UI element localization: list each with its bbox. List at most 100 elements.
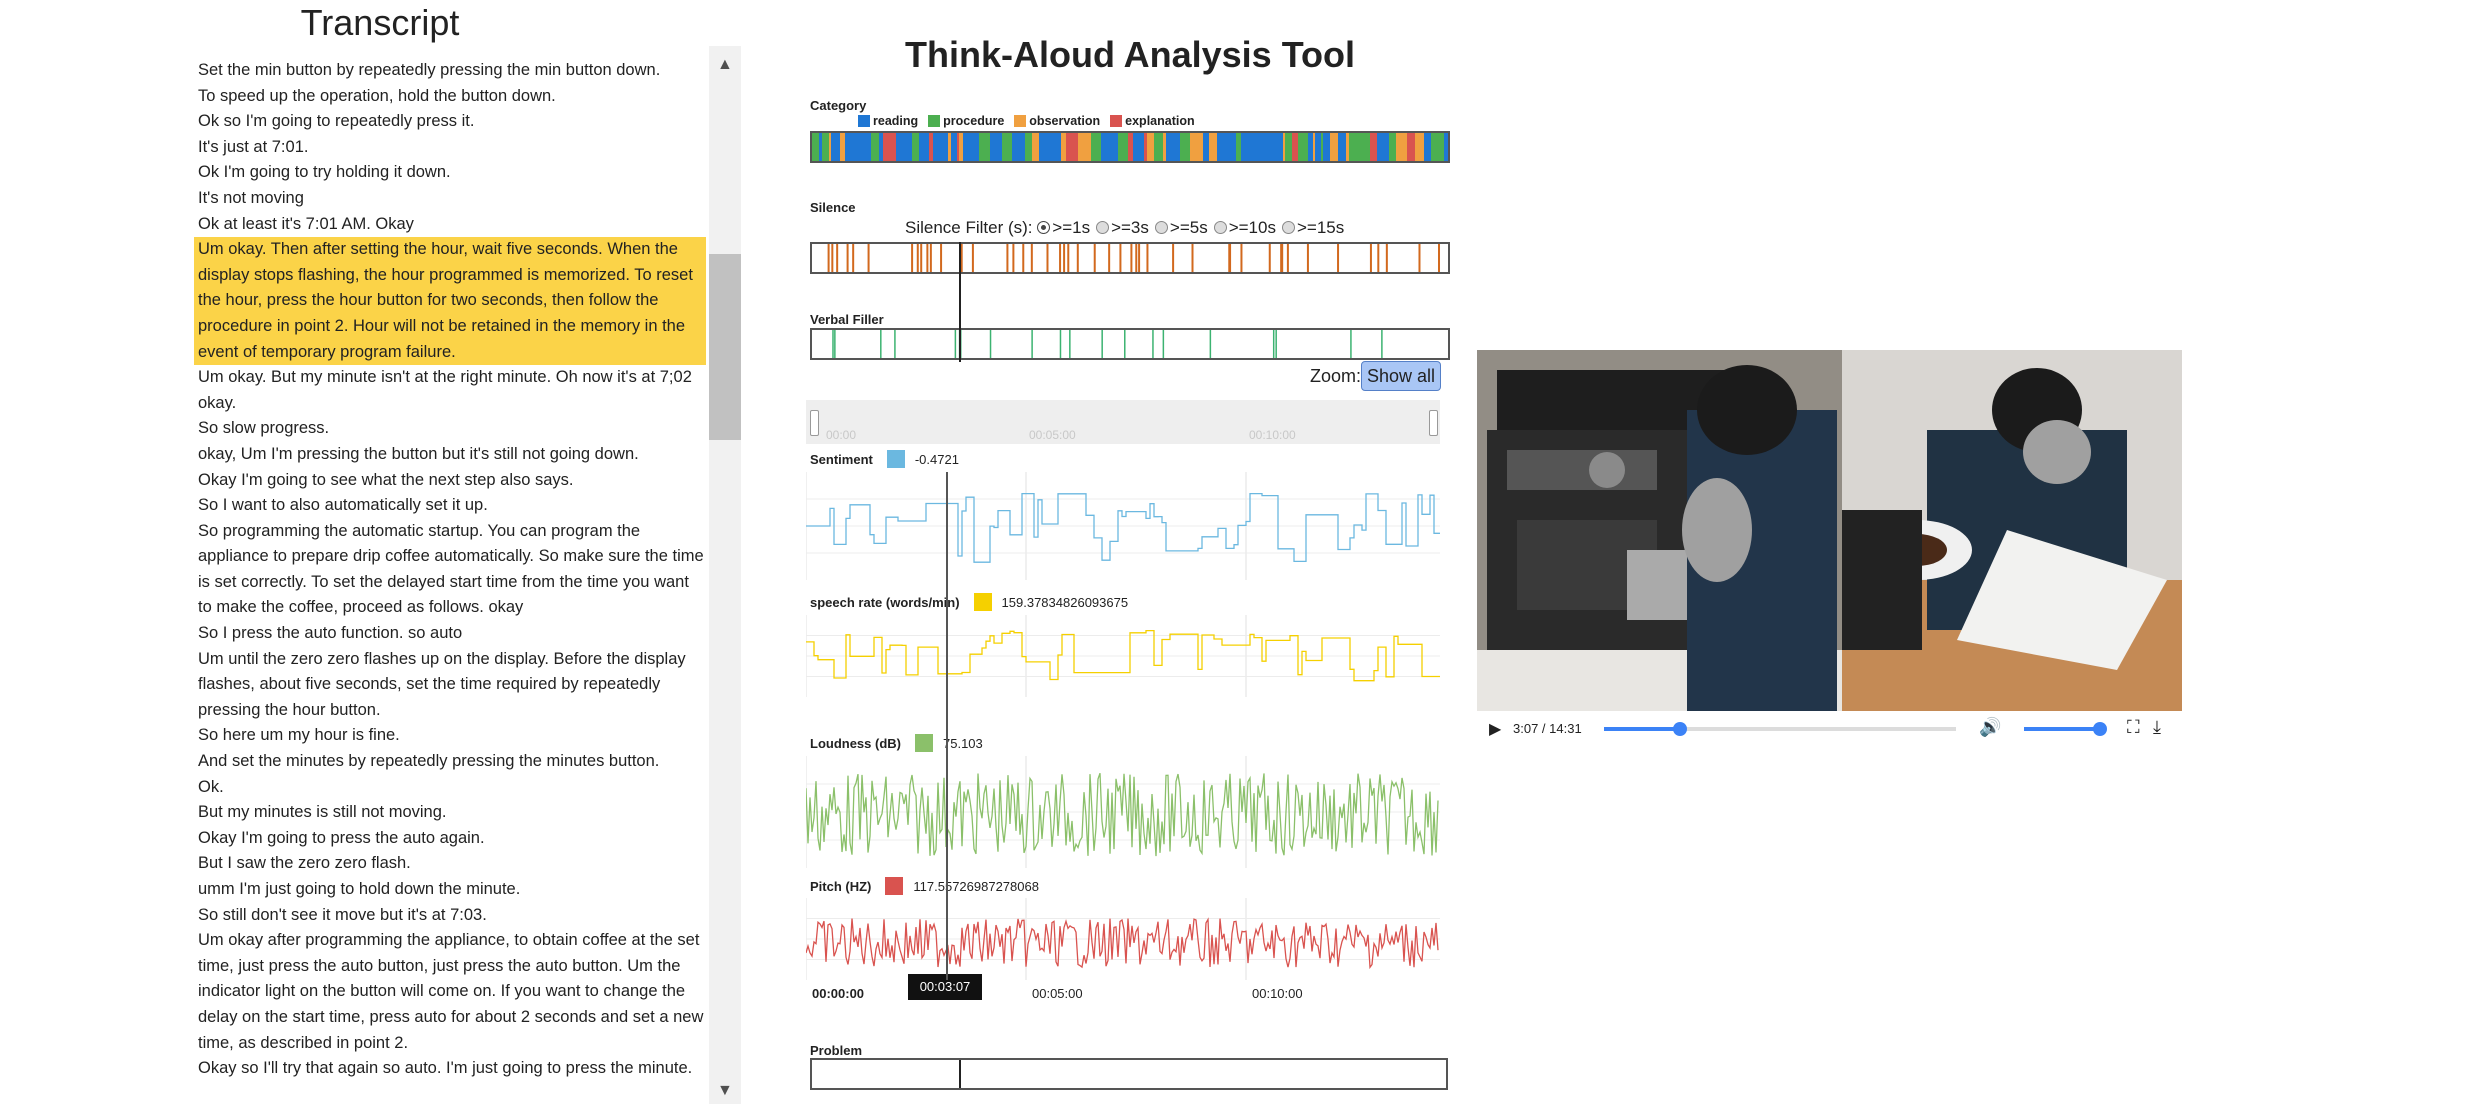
category-segment [1229, 133, 1236, 161]
track-mark [832, 330, 834, 358]
fullscreen-icon[interactable]: ⛶ [2127, 717, 2140, 737]
category-segment [933, 133, 940, 161]
transcript-scrollbar[interactable]: ▲ ▼ [709, 46, 741, 1104]
track-mark [1059, 330, 1062, 358]
transcript-line[interactable]: So I want to also automatically set it u… [198, 496, 488, 515]
track-mark [954, 330, 957, 358]
transcript-line[interactable]: But I saw the zero zero flash. [198, 854, 411, 873]
transcript-line[interactable]: Ok. [198, 777, 224, 796]
transcript-line[interactable]: So slow progress. [198, 419, 330, 438]
category-segment [1270, 133, 1276, 161]
video-progress-knob[interactable] [1672, 722, 1687, 736]
transcript-line[interactable]: Um okay after programming the appliance,… [198, 931, 704, 1052]
video-progress-bar[interactable] [1604, 722, 1956, 736]
silence-option[interactable]: >=15s [1281, 218, 1344, 237]
radio-icon[interactable] [1213, 221, 1227, 234]
track-mark [1119, 244, 1122, 272]
transcript-line[interactable]: So here um my hour is fine. [198, 726, 400, 745]
category-segment [1241, 133, 1243, 161]
category-segment [1317, 133, 1321, 161]
app-title: Think-Aloud Analysis Tool [905, 34, 1355, 75]
transcript-line[interactable]: Um okay. But my minute isn't at the righ… [198, 368, 692, 412]
video-player[interactable] [1477, 350, 2182, 711]
volume-knob[interactable] [2093, 722, 2107, 736]
scrollbar-thumb[interactable] [709, 254, 741, 440]
sentiment-header: Sentiment -0.4721 [810, 450, 959, 468]
silence-option-label: >=1s [1052, 218, 1091, 237]
sentiment-value: -0.4721 [914, 451, 959, 467]
category-segment [970, 133, 979, 161]
category-segment [1349, 133, 1358, 161]
category-segment [1046, 133, 1051, 161]
show-all-button[interactable]: Show all [1361, 361, 1441, 391]
category-segment [1444, 133, 1448, 161]
loudness-chart[interactable] [806, 756, 1440, 868]
category-segment [1217, 133, 1229, 161]
radio-icon[interactable] [1154, 221, 1168, 234]
zoom-brush[interactable]: 00:00 00:05:00 00:10:00 [806, 400, 1440, 444]
radio-icon[interactable] [1281, 221, 1295, 234]
scroll-down-arrow-icon[interactable]: ▼ [717, 1082, 733, 1099]
category-segment [1002, 133, 1012, 161]
category-segment [831, 133, 840, 161]
transcript-line[interactable]: And set the minutes by repeatedly pressi… [198, 752, 660, 771]
radio-icon[interactable] [1096, 221, 1110, 234]
transcript-line[interactable]: So programming the automatic startup. Yo… [198, 521, 704, 617]
track-mark [1418, 244, 1421, 272]
category-segment [1243, 133, 1247, 161]
transcript-line[interactable]: Ok so I'm going to repeatedly press it. [198, 112, 475, 131]
speech-rate-chart[interactable] [806, 615, 1440, 697]
transcript-line[interactable]: So I press the auto function. so auto [198, 624, 463, 643]
transcript-line[interactable]: Ok I'm going to try holding it down. [198, 163, 451, 182]
pitch-chart[interactable] [806, 898, 1440, 980]
scroll-up-arrow-icon[interactable]: ▲ [717, 56, 733, 73]
transcript-line[interactable]: umm I'm just going to hold down the minu… [198, 880, 521, 898]
problem-timeline[interactable] [810, 1058, 1448, 1090]
track-mark [834, 330, 836, 358]
volume-slider[interactable] [2024, 722, 2107, 736]
transcript-line[interactable]: Um until the zero zero flashes up on the… [198, 649, 686, 719]
transcript-line[interactable]: So still don't see it move but it's at 7… [198, 905, 487, 924]
legend-item-procedure: procedure [928, 114, 1004, 128]
silence-option[interactable]: >=10s [1213, 218, 1276, 237]
play-icon[interactable]: ▶ [1489, 721, 1502, 738]
category-segment [1135, 133, 1144, 161]
category-segment [1308, 133, 1313, 161]
silence-option[interactable]: >=5s [1154, 218, 1208, 237]
verbal-filler-timeline[interactable] [810, 328, 1452, 362]
volume-icon[interactable]: 🔊 [1979, 717, 2002, 737]
silence-option[interactable]: >=3s [1096, 218, 1149, 237]
track-mark [1046, 244, 1049, 272]
category-segment [1370, 133, 1377, 161]
category-timeline[interactable] [810, 131, 1452, 165]
transcript-line[interactable]: But my minutes is still not moving. [198, 803, 447, 822]
transcript-line[interactable]: To speed up the operation, hold the butt… [198, 86, 556, 105]
transcript-line[interactable]: It's just at 7:01. [198, 137, 309, 156]
transcript-line[interactable]: It's not moving [198, 188, 304, 207]
transcript-line[interactable]: Ok at least it's 7:01 AM. Okay [198, 214, 414, 233]
transcript-line[interactable]: okay, Um I'm pressing the button but it'… [198, 444, 639, 463]
transcript-line[interactable]: Okay I'm going to press the auto again. [198, 828, 485, 847]
silence-timeline[interactable] [810, 242, 1452, 276]
brush-right-handle[interactable] [1429, 410, 1438, 436]
category-segment [1358, 133, 1370, 161]
verbal-filler-label: Verbal Filler [810, 312, 884, 327]
transcript-line[interactable]: Set the min button by repeatedly pressin… [198, 61, 661, 79]
track-mark [989, 330, 992, 358]
transcript-line[interactable]: Okay so I'll try that again so auto. I'm… [198, 1059, 693, 1078]
silence-option[interactable]: >=1s [1037, 218, 1090, 237]
brush-left-handle[interactable] [810, 410, 819, 436]
track-mark [1093, 244, 1096, 272]
sentiment-chart[interactable] [806, 472, 1440, 580]
transcript-list[interactable]: Set the min button by repeatedly pressin… [194, 58, 706, 1104]
radio-icon[interactable] [1037, 221, 1051, 234]
download-icon[interactable]: ⤓ [2153, 717, 2161, 737]
category-segment [854, 133, 861, 161]
silence-option-label: >=3s [1111, 218, 1149, 237]
track-mark [1280, 244, 1283, 272]
category-segment [940, 133, 948, 161]
track-mark [1438, 244, 1441, 272]
category-segment [993, 133, 1000, 161]
transcript-line-highlighted[interactable]: Um okay. Then after setting the hour, wa… [194, 237, 706, 366]
transcript-line[interactable]: Okay I'm going to see what the next step… [198, 470, 574, 489]
